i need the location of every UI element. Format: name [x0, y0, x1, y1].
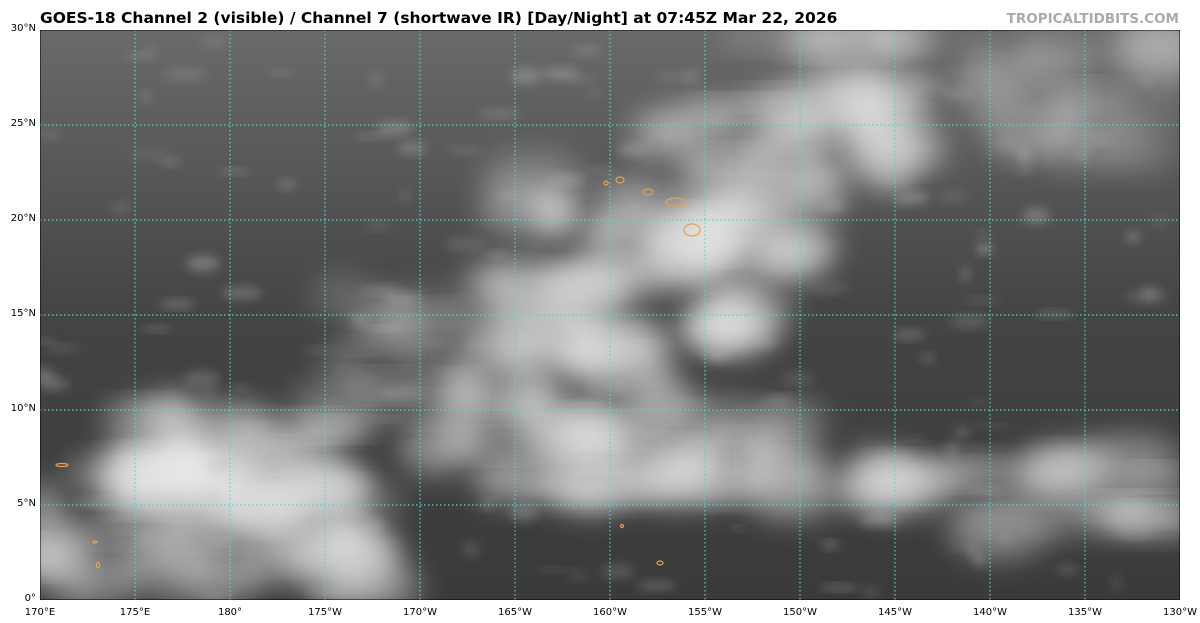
island-outline: [615, 176, 625, 184]
lon-tick-label: 145°W: [878, 607, 912, 618]
lat-tick-label: 30°N: [10, 23, 36, 34]
lat-tick-label: 10°N: [10, 403, 36, 414]
island-outline: [656, 560, 664, 566]
cloud-layer: [40, 30, 1180, 600]
island-outline: [55, 462, 69, 468]
lon-tick-label: 150°W: [783, 607, 817, 618]
lat-tick-label: 20°N: [10, 213, 36, 224]
lat-tick-label: 5°N: [17, 498, 36, 509]
lat-tick-label: 25°N: [10, 118, 36, 129]
lat-tick-label: 0°: [24, 593, 36, 604]
lat-lon-grid: [40, 30, 1180, 600]
lon-tick-label: 160°W: [593, 607, 627, 618]
lon-tick-label: 175°W: [308, 607, 342, 618]
island-outline: [642, 188, 654, 196]
island-outline: [683, 223, 701, 237]
island-outline: [92, 540, 98, 544]
map-title: GOES-18 Channel 2 (visible) / Channel 7 …: [40, 9, 838, 27]
lon-tick-label: 155°W: [688, 607, 722, 618]
lon-tick-label: 170°E: [24, 607, 56, 618]
coastlines: [55, 176, 701, 569]
lon-tick-label: 175°E: [119, 607, 151, 618]
credit-watermark: TROPICALTIDBITS.COM: [1006, 11, 1179, 27]
island-outline: [619, 523, 625, 529]
lon-tick-label: 140°W: [973, 607, 1007, 618]
lon-tick-label: 135°W: [1068, 607, 1102, 618]
island-outline: [665, 197, 687, 207]
satellite-map: [40, 30, 1180, 600]
lat-tick-label: 15°N: [10, 308, 36, 319]
lon-tick-label: 170°W: [403, 607, 437, 618]
lon-tick-label: 165°W: [498, 607, 532, 618]
island-outline: [603, 180, 609, 186]
lon-tick-label: 130°W: [1163, 607, 1197, 618]
island-outline: [95, 561, 101, 569]
lon-tick-label: 180°: [217, 607, 243, 618]
